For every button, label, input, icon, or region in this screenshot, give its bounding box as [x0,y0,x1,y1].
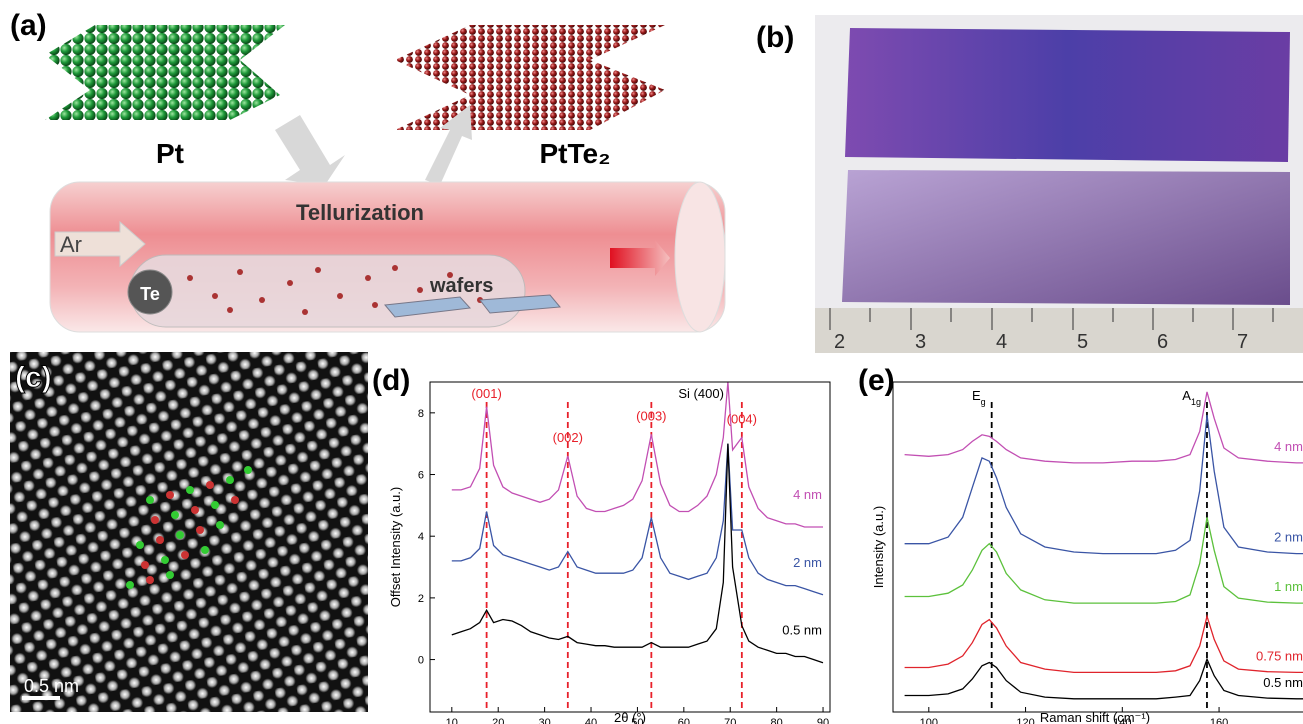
label: PtTe₂ [539,138,610,169]
ruler-label: 6 [1157,331,1168,353]
series-line [905,392,1303,463]
ruler-label: 4 [996,331,1007,353]
series-label: 4 nm [793,487,822,502]
peak-label: (001) [471,386,501,401]
series-line [452,444,823,595]
series-label: 2 nm [1274,530,1303,545]
y-axis-label: Offset Intensity (a.u.) [388,487,403,607]
peak-label-main: E [972,388,981,403]
label: Tellurization [296,200,424,225]
y-tick-label: 4 [418,531,424,543]
tube-end [675,182,725,332]
y-tick-label: 2 [418,593,424,605]
ptte2-lattice [395,25,665,130]
panel-label: (c) [15,361,52,394]
y-axis-label: Intensity (a.u.) [871,506,886,588]
plot [452,382,823,712]
series-line [905,517,1303,603]
y-tick-label: 0 [418,655,424,667]
series-line [452,444,823,663]
series-label: 1 nm [1274,579,1303,594]
label: Ar [60,232,82,257]
panel-label: (a) [10,9,47,42]
scale-label: 0.5 nm [24,676,79,696]
peak-label: (003) [636,408,666,423]
wafer [842,170,1290,305]
stem-bg [10,352,368,712]
ruler-label: 2 [834,331,845,353]
x-tick-label: 90 [817,717,829,724]
series-label: 0.5 nm [1263,675,1303,690]
series-line [905,659,1303,699]
series-line [905,616,1303,672]
peak-label: Si (400) [678,386,724,401]
series-label: 0.75 nm [1256,648,1303,663]
photo: (b) [756,15,1303,353]
x-tick-label: 60 [678,717,690,724]
y-tick-label: 8 [418,408,424,420]
y-tick-label: 6 [418,470,424,482]
series-label: 0.5 nm [782,623,822,638]
x-tick-label: 80 [771,717,783,724]
x-tick-label: 120 [1016,717,1034,724]
x-tick-label: 10 [446,717,458,724]
label: wafers [429,275,493,297]
panel-label: (b) [756,21,794,54]
panel-label: (d) [372,364,410,397]
peak-label-sub: g [981,397,986,407]
ruler [815,308,1303,353]
peak-label-sub: 1g [1191,397,1201,407]
peak-label-main: A [1182,388,1191,403]
wafer [845,28,1290,162]
x-axis-label: 2θ (°) [614,710,646,724]
label: Pt [156,138,184,169]
figure: (a) Pt PtTe₂ Tellurization Ar Te wafers … [0,0,1303,724]
ruler-label: 7 [1237,331,1248,353]
x-tick-label: 30 [538,717,550,724]
plot [905,392,1303,712]
series-label: 4 nm [1274,439,1303,454]
x-tick-label: 20 [492,717,504,724]
x-tick-label: 70 [724,717,736,724]
peak-label: (002) [553,430,583,445]
ruler-label: 5 [1077,331,1088,353]
arrow [275,115,345,185]
ruler-label: 3 [915,331,926,353]
peak-label: A1g [1182,388,1201,407]
series-line [452,382,823,527]
panel-label: (e) [858,364,895,397]
series-line [905,415,1303,554]
schematic: (a) Pt PtTe₂ Tellurization Ar Te wafers [10,9,725,332]
x-tick-label: 100 [920,717,938,724]
peak-label: (004) [727,412,757,427]
label: Te [140,284,160,304]
stem-image: 0.5 nm (c) [10,352,368,712]
x-tick-label: 40 [585,717,597,724]
pt-lattice [45,25,285,120]
series-label: 2 nm [793,555,822,570]
x-axis-label: Raman shift (cm⁻¹) [1040,710,1150,724]
peak-label: Eg [972,388,986,407]
x-tick-label: 160 [1210,717,1228,724]
